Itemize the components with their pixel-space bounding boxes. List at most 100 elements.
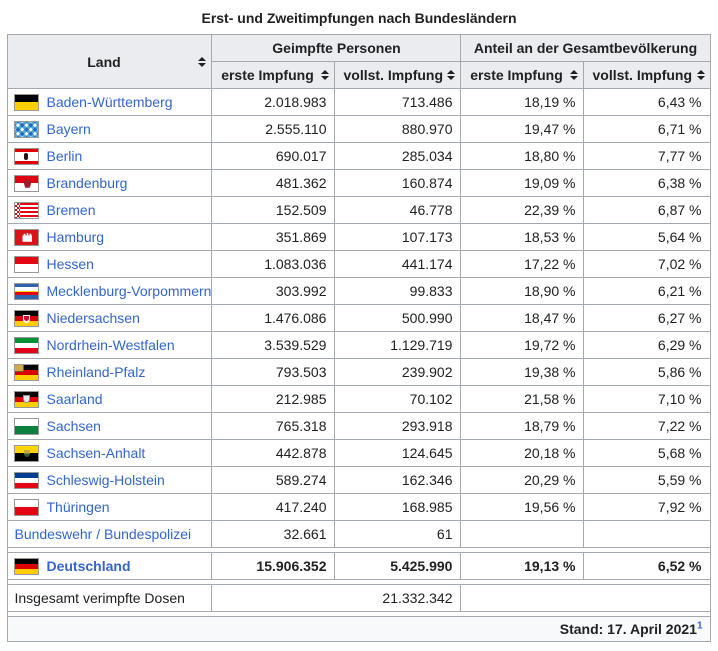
- value-cell: 7,77 %: [583, 142, 711, 170]
- state-link[interactable]: Schleswig-Holstein: [46, 472, 165, 488]
- state-link[interactable]: Brandenburg: [46, 175, 128, 191]
- column-header-label: vollst. Impfung: [592, 67, 693, 83]
- state-link[interactable]: Hessen: [46, 256, 94, 272]
- value-cell: 18,79 %: [460, 412, 585, 440]
- state-link-deutschland[interactable]: Deutschland: [46, 558, 131, 574]
- column-header-land-label: Land: [87, 53, 121, 70]
- state-link[interactable]: Nordrhein-Westfalen: [46, 337, 175, 353]
- value-cell: 793.503: [211, 358, 336, 386]
- value-cell: 19,56 %: [460, 493, 585, 521]
- value-cell: 162.346: [334, 466, 462, 494]
- value-cell: 18,19 %: [460, 88, 585, 116]
- table-row: Berlin 690.017 285.034 18,80 % 7,77 %: [7, 142, 711, 170]
- total-vollst-cell: 5.425.990: [334, 552, 462, 580]
- value-cell: 285.034: [334, 142, 462, 170]
- reference-link[interactable]: 1: [696, 620, 703, 632]
- column-header-erste-impfung-1[interactable]: erste Impfung: [211, 61, 336, 89]
- value-cell: 500.990: [334, 304, 462, 332]
- value-cell: 17,22 %: [460, 250, 585, 278]
- table-row: Nordrhein-Westfalen 3.539.529 1.129.719 19,…: [7, 331, 711, 359]
- section-gap: [7, 611, 710, 617]
- table-row: Sachsen 765.318 293.918 18,79 % 7,22 %: [7, 412, 711, 440]
- column-header-erste-impfung-2[interactable]: erste Impfung: [460, 61, 585, 89]
- state-link[interactable]: Sachsen: [46, 418, 101, 434]
- group-header-geimpfte-personen: Geimpfte Personen: [211, 34, 462, 62]
- state-cell: Berlin: [7, 142, 213, 170]
- flag-icon-nw: [14, 336, 40, 354]
- value-cell: 1.129.719: [334, 331, 462, 359]
- state-link[interactable]: Bundeswehr / Bundespolizei: [14, 526, 192, 542]
- state-cell: Mecklenburg-Vorpommern: [7, 277, 213, 305]
- flag-icon-be: [14, 147, 40, 165]
- flag-icon-ni: [14, 309, 40, 327]
- state-link[interactable]: Rheinland-Pfalz: [46, 364, 146, 380]
- group-header-anteil-gesamtbevoelkerung: Anteil an der Gesamtbevölkerung: [460, 34, 711, 62]
- state-link[interactable]: Berlin: [46, 148, 83, 164]
- flag-icon-st: [14, 444, 40, 462]
- value-cell: 3.539.529: [211, 331, 336, 359]
- summary-rows: Deutschland 15.906.352 5.425.990 19,13 %…: [7, 547, 711, 642]
- state-link[interactable]: Bayern: [46, 121, 91, 137]
- sort-icon: [321, 70, 330, 80]
- state-cell: Rheinland-Pfalz: [7, 358, 213, 386]
- value-cell: 239.902: [334, 358, 462, 386]
- table-row: Bundeswehr / Bundespolizei 32.661 61: [7, 520, 711, 548]
- state-cell: Bayern: [7, 115, 213, 143]
- state-rows: Baden-Württemberg 2.018.983 713.486 18,19 %…: [7, 88, 711, 548]
- value-cell: 168.985: [334, 493, 462, 521]
- state-link[interactable]: Saarland: [46, 391, 103, 407]
- value-cell: 6,27 %: [583, 304, 711, 332]
- value-cell: 19,47 %: [460, 115, 585, 143]
- state-link[interactable]: Thüringen: [46, 499, 110, 515]
- value-cell: 21,58 %: [460, 385, 585, 413]
- state-link[interactable]: Bremen: [46, 202, 96, 218]
- table-row: Mecklenburg-Vorpommern 303.992 99.833 18,90…: [7, 277, 711, 305]
- total-pct-vollst-cell: 6,52 %: [583, 552, 711, 580]
- table-row: Sachsen-Anhalt 442.878 124.645 20,18 % 5,68 …: [7, 439, 711, 467]
- sort-icon: [570, 70, 579, 80]
- value-cell: 18,47 %: [460, 304, 585, 332]
- column-header-land[interactable]: Land: [7, 34, 213, 89]
- total-pct-erste-cell: 19,13 %: [460, 552, 585, 580]
- value-cell: 5,86 %: [583, 358, 711, 386]
- value-cell: 7,22 %: [583, 412, 711, 440]
- column-header-vollst-impfung-1[interactable]: vollst. Impfung: [334, 61, 462, 89]
- state-link[interactable]: Mecklenburg-Vorpommern: [46, 283, 212, 299]
- value-cell: 22,39 %: [460, 196, 585, 224]
- flag-icon-bw: [14, 93, 40, 111]
- value-cell: 152.509: [211, 196, 336, 224]
- state-cell: Bremen: [7, 196, 213, 224]
- value-cell: 6,87 %: [583, 196, 711, 224]
- state-link[interactable]: Hamburg: [46, 229, 105, 245]
- flag-icon-deutschland: [14, 557, 40, 575]
- flag-icon-sl: [14, 390, 40, 408]
- value-cell: 713.486: [334, 88, 462, 116]
- column-header-label: erste Impfung: [221, 67, 314, 83]
- value-cell: 2.018.983: [211, 88, 336, 116]
- value-cell: 441.174: [334, 250, 462, 278]
- total-erste-cell: 15.906.352: [211, 552, 336, 580]
- table-row: Schleswig-Holstein 589.274 162.346 20,29 % 5…: [7, 466, 711, 494]
- flag-icon-mv: [14, 282, 40, 300]
- sort-icon: [198, 56, 207, 67]
- value-cell: 6,38 %: [583, 169, 711, 197]
- value-cell: 5,68 %: [583, 439, 711, 467]
- value-cell: 6,21 %: [583, 277, 711, 305]
- value-cell: 880.970: [334, 115, 462, 143]
- value-cell: 61: [334, 520, 462, 548]
- state-link[interactable]: Niedersachsen: [46, 310, 140, 326]
- state-link[interactable]: Sachsen-Anhalt: [46, 445, 146, 461]
- total-row: Deutschland 15.906.352 5.425.990 19,13 %…: [7, 552, 711, 580]
- value-cell: 589.274: [211, 466, 336, 494]
- value-cell: 7,10 %: [583, 385, 711, 413]
- state-link[interactable]: Baden-Württemberg: [46, 94, 173, 110]
- column-header-vollst-impfung-2[interactable]: vollst. Impfung: [583, 61, 711, 89]
- value-cell: 19,09 %: [460, 169, 585, 197]
- state-cell: Bundeswehr / Bundespolizei: [7, 520, 213, 548]
- value-cell: 6,29 %: [583, 331, 711, 359]
- total-land-cell: Deutschland: [7, 552, 213, 580]
- sort-icon: [696, 70, 705, 80]
- table-row: Rheinland-Pfalz 793.503 239.902 19,38 % 5,86…: [7, 358, 711, 386]
- table-row: Bayern 2.555.110 880.970 19,47 % 6,71 %: [7, 115, 711, 143]
- value-cell: 1.476.086: [211, 304, 336, 332]
